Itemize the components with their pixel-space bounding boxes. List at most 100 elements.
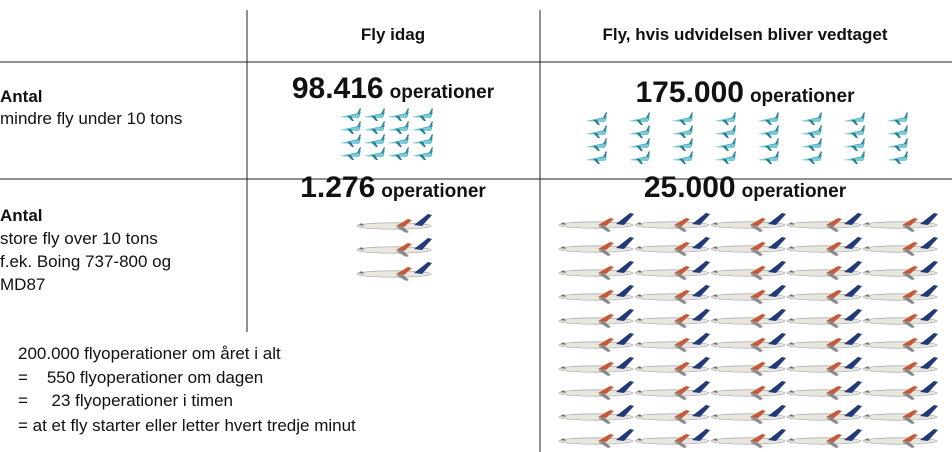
plane-icon xyxy=(559,405,634,424)
plane-icon xyxy=(863,381,938,400)
plane-icon xyxy=(711,429,786,448)
plane-icon xyxy=(357,238,432,257)
plane-icon xyxy=(711,309,786,328)
plane-icon xyxy=(559,333,634,352)
note: = 550 flyoperationer om dagen xyxy=(18,368,263,387)
plane-icon xyxy=(787,285,862,304)
plane-icon xyxy=(635,429,710,448)
plane-icon xyxy=(635,237,710,256)
plane-icon xyxy=(711,405,786,424)
plane-icon xyxy=(364,121,385,134)
plane-icon xyxy=(559,237,634,256)
plane-icon xyxy=(412,121,433,134)
plane-icons xyxy=(340,108,938,448)
plane-icon xyxy=(711,213,786,232)
count: 175.000 operationer xyxy=(636,76,856,109)
plane-icon xyxy=(364,108,385,121)
plane-icon xyxy=(559,213,634,232)
plane-icon xyxy=(672,151,693,164)
plane-icon xyxy=(629,125,650,138)
plane-icon xyxy=(787,333,862,352)
plane-icon xyxy=(629,112,650,125)
count-unit: operationer xyxy=(381,181,486,202)
plane-icon xyxy=(801,138,822,151)
plane-icon xyxy=(357,262,432,281)
plane-icon xyxy=(412,134,433,147)
plane-icon xyxy=(412,147,433,160)
plane-icon xyxy=(787,309,862,328)
plane-icon xyxy=(887,138,908,151)
plane-icon xyxy=(559,285,634,304)
row-desc: MD87 xyxy=(0,275,45,294)
plane-icon xyxy=(364,134,385,147)
plane-icon xyxy=(559,261,634,280)
plane-icon xyxy=(559,381,634,400)
plane-icon xyxy=(758,125,779,138)
plane-icon xyxy=(635,261,710,280)
plane-icon xyxy=(715,125,736,138)
plane-icon xyxy=(711,285,786,304)
row-label: Antal xyxy=(0,87,43,106)
plane-icon xyxy=(787,261,862,280)
plane-icon xyxy=(863,429,938,448)
row-desc: mindre fly under 10 tons xyxy=(0,109,182,128)
count-unit: operationer xyxy=(750,86,855,107)
plane-icon xyxy=(357,214,432,233)
plane-icon xyxy=(388,134,409,147)
plane-icon xyxy=(340,121,361,134)
plane-icon xyxy=(340,108,361,121)
plane-icon xyxy=(711,357,786,376)
count-unit: operationer xyxy=(742,181,847,202)
plane-icon xyxy=(364,147,385,160)
plane-icon xyxy=(635,381,710,400)
plane-icon xyxy=(758,112,779,125)
plane-icon xyxy=(844,151,865,164)
plane-icon xyxy=(787,237,862,256)
plane-icon xyxy=(863,333,938,352)
plane-icon xyxy=(635,213,710,232)
plane-icon xyxy=(412,108,433,121)
plane-icon xyxy=(787,429,862,448)
plane-icon xyxy=(388,121,409,134)
plane-icon xyxy=(715,151,736,164)
plane-icon xyxy=(586,151,607,164)
note: = at et fly starter eller letter hvert t… xyxy=(18,416,356,435)
column-header: Fly idag xyxy=(361,25,425,44)
plane-icon xyxy=(844,112,865,125)
plane-icon xyxy=(715,138,736,151)
plane-icon xyxy=(715,112,736,125)
plane-icon xyxy=(635,405,710,424)
plane-icon xyxy=(863,213,938,232)
plane-icon xyxy=(863,237,938,256)
plane-icon xyxy=(863,285,938,304)
plane-icon xyxy=(629,138,650,151)
count-number: 175.000 xyxy=(636,76,744,109)
plane-icon xyxy=(711,261,786,280)
plane-icon xyxy=(711,237,786,256)
plane-icon xyxy=(635,333,710,352)
plane-icon xyxy=(844,138,865,151)
note: = 23 flyoperationer i timen xyxy=(18,391,233,410)
plane-icon xyxy=(801,112,822,125)
plane-icon xyxy=(559,309,634,328)
plane-icon xyxy=(629,151,650,164)
plane-icon xyxy=(388,147,409,160)
plane-icon xyxy=(586,125,607,138)
plane-icon xyxy=(711,381,786,400)
plane-icon xyxy=(787,213,862,232)
row-label: Antal xyxy=(0,206,43,225)
count-number: 98.416 xyxy=(292,72,384,105)
plane-icon xyxy=(787,357,862,376)
plane-icon xyxy=(801,125,822,138)
plane-icon xyxy=(672,112,693,125)
plane-icon xyxy=(340,134,361,147)
plane-icon xyxy=(801,151,822,164)
plane-icon xyxy=(863,261,938,280)
plane-icon xyxy=(887,125,908,138)
plane-icon xyxy=(787,405,862,424)
plane-icon xyxy=(863,357,938,376)
plane-icon xyxy=(863,405,938,424)
